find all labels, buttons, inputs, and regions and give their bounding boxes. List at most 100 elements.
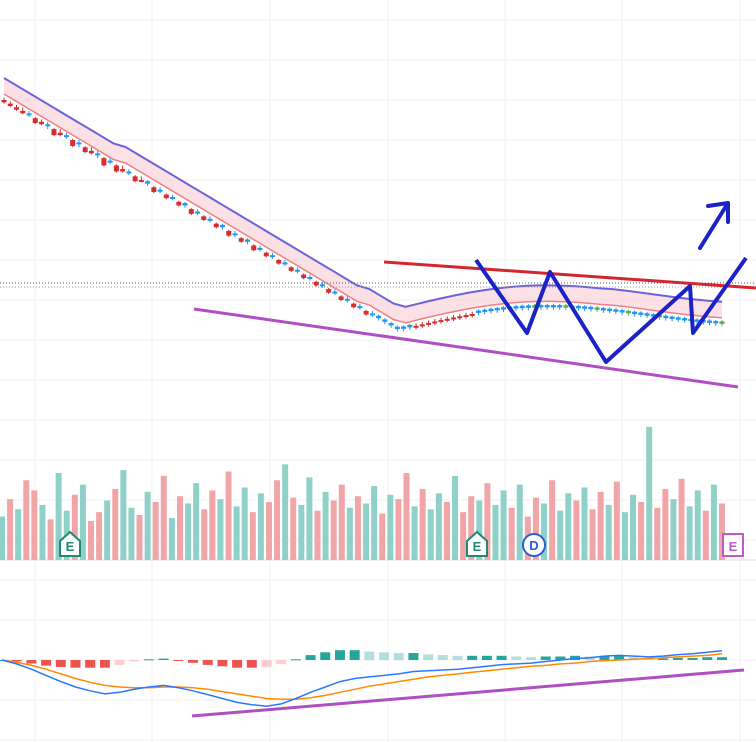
candle-body <box>625 310 631 314</box>
candle-body <box>188 209 194 214</box>
candle-body <box>232 233 238 236</box>
candle-body <box>313 281 319 286</box>
candle-body <box>432 321 438 324</box>
candle-body <box>57 132 63 136</box>
candle-body <box>494 307 500 311</box>
macd-histogram-bar <box>672 657 683 660</box>
volume-bar <box>79 484 86 560</box>
candle-body <box>563 305 569 308</box>
volume-bar <box>710 484 717 560</box>
candle-body <box>438 320 444 323</box>
volume-bars <box>0 426 725 560</box>
candle <box>319 281 325 288</box>
candle-body <box>145 181 151 184</box>
candle-body <box>20 110 26 114</box>
candle <box>638 311 644 318</box>
candle <box>151 186 157 194</box>
candle-body <box>513 306 519 309</box>
candle-body <box>101 158 107 166</box>
candle-body <box>163 194 169 199</box>
candle-body <box>257 247 263 250</box>
candle-body <box>326 289 332 293</box>
macd-histogram-bar <box>202 660 213 665</box>
volume-bar <box>581 487 588 560</box>
ema-lines <box>3 77 723 324</box>
candle-body <box>344 298 350 301</box>
candle-body <box>76 142 82 145</box>
volume-bar <box>605 504 612 560</box>
candle <box>20 107 26 115</box>
candle <box>313 280 319 287</box>
volume-bar <box>670 499 677 560</box>
candle <box>644 312 650 319</box>
macd-line <box>1 650 723 707</box>
event-marker: D <box>522 533 546 557</box>
macd-histogram-bar <box>481 655 492 660</box>
candle-body <box>713 321 719 324</box>
volume-bar <box>638 502 645 560</box>
macd-histogram-bar <box>437 655 448 660</box>
macd-histogram-bar <box>320 652 331 660</box>
candle <box>251 244 257 252</box>
volume-bar <box>152 502 159 560</box>
macd-signal-line <box>1 653 723 701</box>
volume-bar <box>565 493 572 560</box>
macd-histogram-bar <box>349 650 360 660</box>
macd-histogram-bar <box>555 656 566 660</box>
candle-body <box>500 307 506 310</box>
macd-histogram-bar <box>452 655 463 660</box>
candle <box>382 318 388 325</box>
volume-bar <box>443 502 450 560</box>
volume-bar <box>460 512 467 560</box>
volume-bar <box>573 500 580 560</box>
candle <box>519 304 525 311</box>
candle-body <box>575 305 581 309</box>
candle-body <box>7 103 13 107</box>
candle <box>463 312 469 319</box>
candle <box>619 308 625 315</box>
macd-histogram-bar <box>334 650 345 660</box>
candle-body <box>632 311 638 315</box>
candle <box>344 296 350 303</box>
candle-body <box>594 307 600 310</box>
candle <box>13 104 19 111</box>
candle <box>182 201 188 208</box>
volume-bar <box>630 494 637 560</box>
volume-bar <box>719 503 725 560</box>
macd-histogram-bar <box>173 660 184 661</box>
candle <box>338 295 344 302</box>
candle <box>301 273 307 280</box>
volume-bar <box>411 506 418 560</box>
candle-body <box>319 284 325 287</box>
volume-bar <box>686 506 693 560</box>
candle <box>95 150 101 159</box>
candle <box>663 314 669 321</box>
candle-body <box>419 324 425 327</box>
macd-histogram-bar <box>658 658 669 660</box>
volume-bar <box>557 510 564 560</box>
volume-bar <box>71 494 78 560</box>
candle-body <box>351 303 357 308</box>
candle-body <box>276 260 282 264</box>
candle-body <box>550 304 556 308</box>
candle <box>351 302 357 309</box>
candle <box>669 315 675 322</box>
candle-body <box>157 189 163 192</box>
candle <box>600 306 606 313</box>
candle-body <box>607 308 613 312</box>
breakout-arrow-shaft <box>698 201 730 250</box>
candle <box>101 156 107 167</box>
macd-histogram-bar <box>540 656 551 660</box>
earnings-marker-label: E <box>66 539 75 554</box>
candle-body <box>426 322 432 325</box>
candle <box>407 323 413 330</box>
volume-bar <box>354 496 361 560</box>
candle-body <box>619 310 625 313</box>
candle <box>357 303 363 310</box>
candle <box>513 304 519 311</box>
candle <box>45 121 51 130</box>
candle <box>63 132 69 139</box>
candle-body <box>538 305 544 308</box>
candle-body <box>444 318 450 321</box>
candle <box>82 146 88 154</box>
